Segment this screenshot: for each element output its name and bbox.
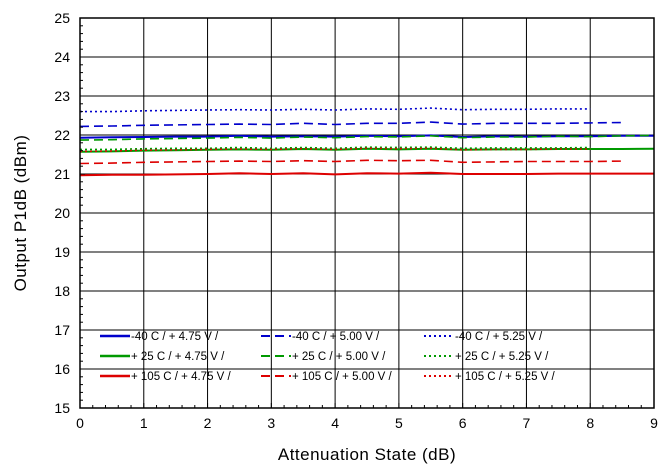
y-tick-label: 18 (54, 283, 70, 299)
x-tick-label: 3 (267, 415, 275, 431)
legend-label-1: -40 C / + 4.75 V / (131, 331, 219, 343)
x-tick-label: 6 (459, 415, 467, 431)
legend-label-9: + 105 C / + 5.25 V / (455, 371, 556, 383)
series-line-3 (80, 107, 591, 113)
y-tick-label: 16 (54, 361, 70, 377)
x-tick-label: 9 (650, 415, 658, 431)
y-tick-label: 22 (54, 127, 70, 143)
y-tick-label: 23 (54, 88, 70, 104)
x-tick-label: 1 (140, 415, 148, 431)
y-tick-label: 24 (54, 49, 70, 65)
x-axis-label: Attenuation State (dB) (278, 445, 456, 464)
y-tick-label: 17 (54, 322, 70, 338)
y-tick-labels: 15 16 17 18 19 20 21 22 23 24 25 (54, 10, 70, 416)
x-tick-label: 4 (331, 415, 339, 431)
axis-ticks (79, 17, 655, 409)
series-line-5 (79, 134, 655, 141)
x-tick-labels: 0 1 2 3 4 5 6 7 8 9 (76, 415, 658, 431)
legend-label-3: -40 C / + 5.25 V / (455, 331, 543, 343)
x-tick-label: 0 (76, 415, 84, 431)
series-line-2 (79, 121, 623, 128)
series-line-7 (79, 171, 654, 177)
legend-label-2: -40 C / + 5.00 V / (292, 331, 380, 343)
y-tick-label: 19 (54, 244, 70, 260)
series-line-8 (79, 159, 623, 165)
y-tick-label: 15 (54, 400, 70, 416)
legend-label-8: + 105 C / + 5.00 V / (292, 371, 393, 383)
y-axis-label: Output P1dB (dBm) (11, 135, 30, 292)
series-line-9 (79, 147, 591, 153)
legend-label-6: + 25 C / + 5.25 V / (455, 351, 549, 363)
y-tick-label: 21 (54, 166, 70, 182)
x-tick-label: 5 (395, 415, 403, 431)
y-tick-label: 20 (54, 205, 70, 221)
legend-label-4: + 25 C / + 4.75 V / (131, 351, 225, 363)
x-tick-label: 7 (523, 415, 531, 431)
series-lines (79, 107, 655, 177)
x-tick-label: 2 (204, 415, 212, 431)
legend: -40 C / + 4.75 V / -40 C / + 5.00 V / -40 … (100, 331, 556, 383)
legend-label-7: + 105 C / + 4.75 V / (131, 371, 232, 383)
x-tick-label: 8 (586, 415, 594, 431)
series-line-6 (80, 146, 591, 151)
legend-label-5: + 25 C / + 5.00 V / (292, 351, 386, 363)
y-tick-label: 25 (54, 10, 70, 26)
